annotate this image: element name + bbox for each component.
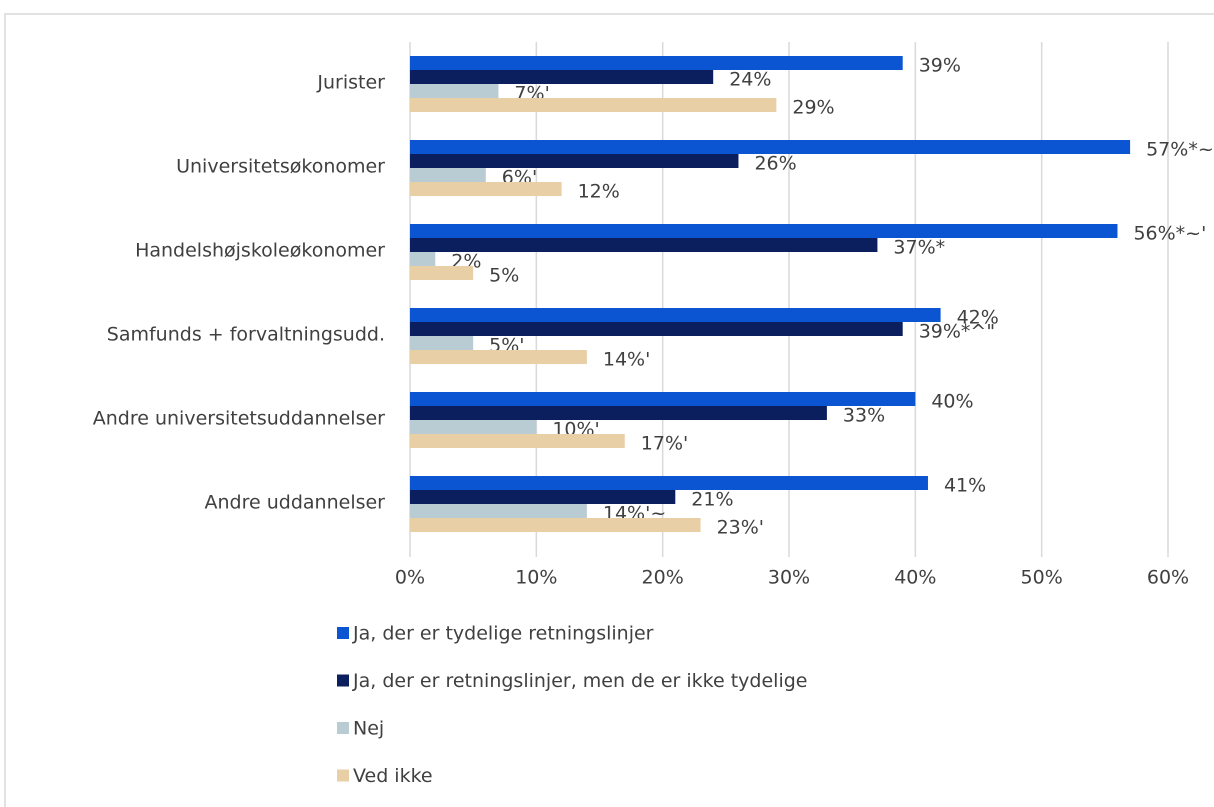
- y-tick-label: Samfunds + forvaltningsudd.: [107, 324, 385, 346]
- data-label: 37%*: [893, 237, 945, 259]
- y-tick-label: Andre universitetsuddannelser: [93, 408, 385, 430]
- bar: [410, 406, 827, 420]
- y-tick-label: Handelshøjskoleøkonomer: [135, 240, 385, 262]
- bar: [410, 308, 941, 322]
- bar: [410, 56, 903, 70]
- bar: [410, 252, 436, 266]
- data-label: 26%: [754, 153, 796, 175]
- legend-label: Nej: [353, 718, 384, 740]
- legend-label: Ja, der er tydelige retningslinjer: [352, 623, 654, 645]
- bar: [410, 350, 587, 364]
- data-label: 24%: [729, 69, 771, 91]
- legend-swatch: [337, 722, 349, 734]
- data-label: 23%': [717, 517, 764, 539]
- y-tick-label: Andre uddannelser: [205, 492, 386, 514]
- data-label: 40%: [931, 391, 973, 413]
- x-tick-label: 50%: [1021, 567, 1063, 589]
- data-label: 14%': [603, 349, 650, 371]
- x-tick-label: 10%: [515, 567, 557, 589]
- bar: [410, 84, 499, 98]
- legend-label: Ja, der er retningslinjer, men de er ikk…: [352, 670, 807, 692]
- bar: [410, 504, 587, 518]
- y-tick-label: Jurister: [316, 72, 385, 94]
- x-tick-label: 60%: [1147, 567, 1189, 589]
- bar: [410, 322, 903, 336]
- x-tick-label: 20%: [642, 567, 684, 589]
- bar: [410, 266, 474, 280]
- data-label: 12%: [578, 181, 620, 203]
- bar: [410, 182, 562, 196]
- data-label: 39%: [919, 55, 961, 77]
- bar: [410, 238, 878, 252]
- bar: [410, 392, 916, 406]
- data-label: 5%: [489, 265, 519, 287]
- x-tick-label: 0%: [395, 567, 425, 589]
- x-tick-label: 40%: [894, 567, 936, 589]
- bar: [410, 168, 486, 182]
- data-label: 56%*~': [1133, 223, 1206, 245]
- bar: [410, 224, 1118, 238]
- bar: [410, 476, 928, 490]
- data-label: 21%: [691, 489, 733, 511]
- bar: [410, 420, 537, 434]
- data-label: 42%: [957, 307, 999, 329]
- bar: [410, 518, 701, 532]
- data-label: 33%: [843, 405, 885, 427]
- legend-swatch: [337, 627, 349, 639]
- bar: [410, 336, 474, 350]
- data-label: 41%: [944, 475, 986, 497]
- bar: [410, 98, 777, 112]
- x-tick-label: 30%: [768, 567, 810, 589]
- y-tick-label: Universitetsøkonomer: [176, 156, 385, 178]
- legend-swatch: [337, 769, 349, 782]
- data-label: 29%: [792, 97, 834, 119]
- bar: [410, 70, 714, 84]
- data-label: 57%*~': [1146, 139, 1214, 161]
- legend-swatch: [337, 674, 349, 687]
- bar: [410, 140, 1131, 154]
- data-label: 17%': [641, 433, 688, 455]
- chart-border: [4, 13, 1214, 807]
- bar: [410, 154, 739, 168]
- legend-label: Ved ikke: [353, 765, 433, 787]
- bar: [410, 434, 625, 448]
- bar: [410, 490, 676, 504]
- data-label: 39%*^": [919, 321, 995, 343]
